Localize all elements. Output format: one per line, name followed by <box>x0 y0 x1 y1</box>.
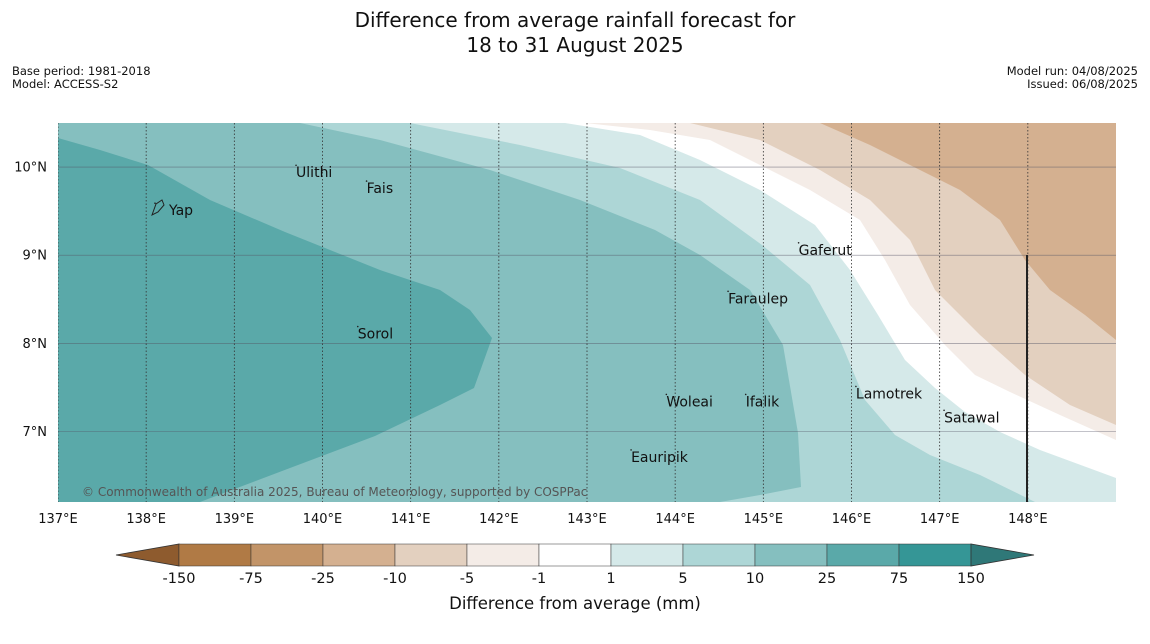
colorbar-tick-label: 25 <box>818 571 836 587</box>
longitude-label: 140°E <box>303 512 343 527</box>
longitude-ticks: 137°E 138°E 139°E 140°E 141°E 142°E 143°E 144°E… <box>38 512 1047 527</box>
latitude-label: 7°N <box>23 425 48 440</box>
place-label-woleai: Woleai <box>666 394 713 410</box>
longitude-label: 146°E <box>832 512 872 527</box>
place-marker <box>665 393 668 396</box>
place-label-fais: Fais <box>367 181 394 197</box>
place-marker <box>365 180 368 182</box>
model-name: Model: ACCESS-S2 <box>12 77 119 91</box>
longitude-label: 141°E <box>391 512 431 527</box>
colorbar-tick-label: -25 <box>311 571 335 587</box>
colorbar-tick-label: -1 <box>532 571 546 587</box>
colorbar-segment <box>394 543 468 567</box>
place-marker <box>295 164 297 167</box>
place-label-ifalik: Ifalik <box>746 394 780 410</box>
graticule <box>58 123 1116 502</box>
longitude-label: 142°E <box>479 512 519 527</box>
colorbar-segment <box>826 543 900 567</box>
colorbar-arrow-left <box>115 543 180 567</box>
colorbar-tick-label: 1 <box>606 571 615 587</box>
yap-island <box>151 199 165 217</box>
colorbar-segment <box>466 543 540 567</box>
latitude-ticks: 10°N 9°N 8°N 7°N <box>14 161 47 440</box>
issued-date: Issued: 06/08/2025 <box>1027 77 1138 91</box>
meta-left: Base period: 1981-2018 Model: ACCESS-S2 <box>12 65 151 91</box>
longitude-label: 143°E <box>567 512 607 527</box>
longitude-label: 139°E <box>215 512 255 527</box>
colorbar: -150 -75 -25 -10 -5 -1 1 5 10 25 75 150 <box>115 543 1035 587</box>
longitude-label: 148°E <box>1008 512 1048 527</box>
place-marker <box>744 393 747 396</box>
colorbar-segment <box>322 543 396 567</box>
place-label-faraulep: Faraulep <box>728 291 788 307</box>
colorbar-segment <box>754 543 828 567</box>
map-title: Difference from average rainfall forecas… <box>0 8 1150 58</box>
place-marker <box>797 242 800 244</box>
colorbar-segment <box>178 543 252 567</box>
colorbar-segment <box>538 543 612 567</box>
place-label-lamotrek: Lamotrek <box>856 386 923 402</box>
latitude-label: 9°N <box>23 249 48 264</box>
colorbar-segment <box>250 543 324 567</box>
place-marker <box>630 449 632 451</box>
place-marker <box>154 202 156 204</box>
colorbar-title: Difference from average (mm) <box>449 594 701 613</box>
place-marker <box>943 409 945 412</box>
place-label-ulithi: Ulithi <box>296 165 332 181</box>
colorbar-segment <box>682 543 756 567</box>
colorbar-tick-label: -150 <box>163 571 196 587</box>
band-minus-10 <box>820 123 1116 340</box>
colorbar-tick-label: 5 <box>678 571 687 587</box>
place-label-satawal: Satawal <box>944 410 999 426</box>
colorbar-tick-label: -10 <box>383 571 407 587</box>
colorbar-tick-label: 10 <box>746 571 764 587</box>
model-run: Model run: 04/08/2025 <box>1006 64 1138 78</box>
colorbar-tick-label: 75 <box>890 571 908 587</box>
colorbar-segment <box>898 543 972 567</box>
meta-right: Model run: 04/08/2025 Issued: 06/08/2025 <box>1007 65 1138 91</box>
colorbar-tick-label: 150 <box>957 571 985 587</box>
place-labels: Yap Ulithi Fais Gaferut Faraulep Sorol Lamotre… <box>154 164 1000 466</box>
latitude-label: 8°N <box>23 337 48 352</box>
map-area <box>58 123 1116 502</box>
colorbar-segment <box>610 543 684 567</box>
longitude-label: 145°E <box>744 512 784 527</box>
place-label-eauripik: Eauripik <box>631 450 689 466</box>
colorbar-arrow-right <box>970 543 1035 567</box>
place-label-gaferut: Gaferut <box>799 243 853 259</box>
colorbar-tick-label: -5 <box>460 571 474 587</box>
place-marker <box>855 385 857 388</box>
place-marker <box>727 290 729 293</box>
place-marker <box>356 325 359 328</box>
longitude-label: 147°E <box>920 512 960 527</box>
latitude-label: 10°N <box>14 161 47 176</box>
base-period: Base period: 1981-2018 <box>12 64 151 78</box>
title-line-1: Difference from average rainfall forecas… <box>354 8 796 32</box>
longitude-label: 144°E <box>655 512 695 527</box>
copyright-text: © Commonwealth of Australia 2025, Bureau… <box>82 485 587 499</box>
colorbar-tick-label: -75 <box>239 571 263 587</box>
place-label-yap: Yap <box>168 203 193 219</box>
place-label-sorol: Sorol <box>358 327 393 343</box>
longitude-label: 138°E <box>126 512 166 527</box>
longitude-label: 137°E <box>38 512 78 527</box>
title-line-2: 18 to 31 August 2025 <box>466 33 684 57</box>
